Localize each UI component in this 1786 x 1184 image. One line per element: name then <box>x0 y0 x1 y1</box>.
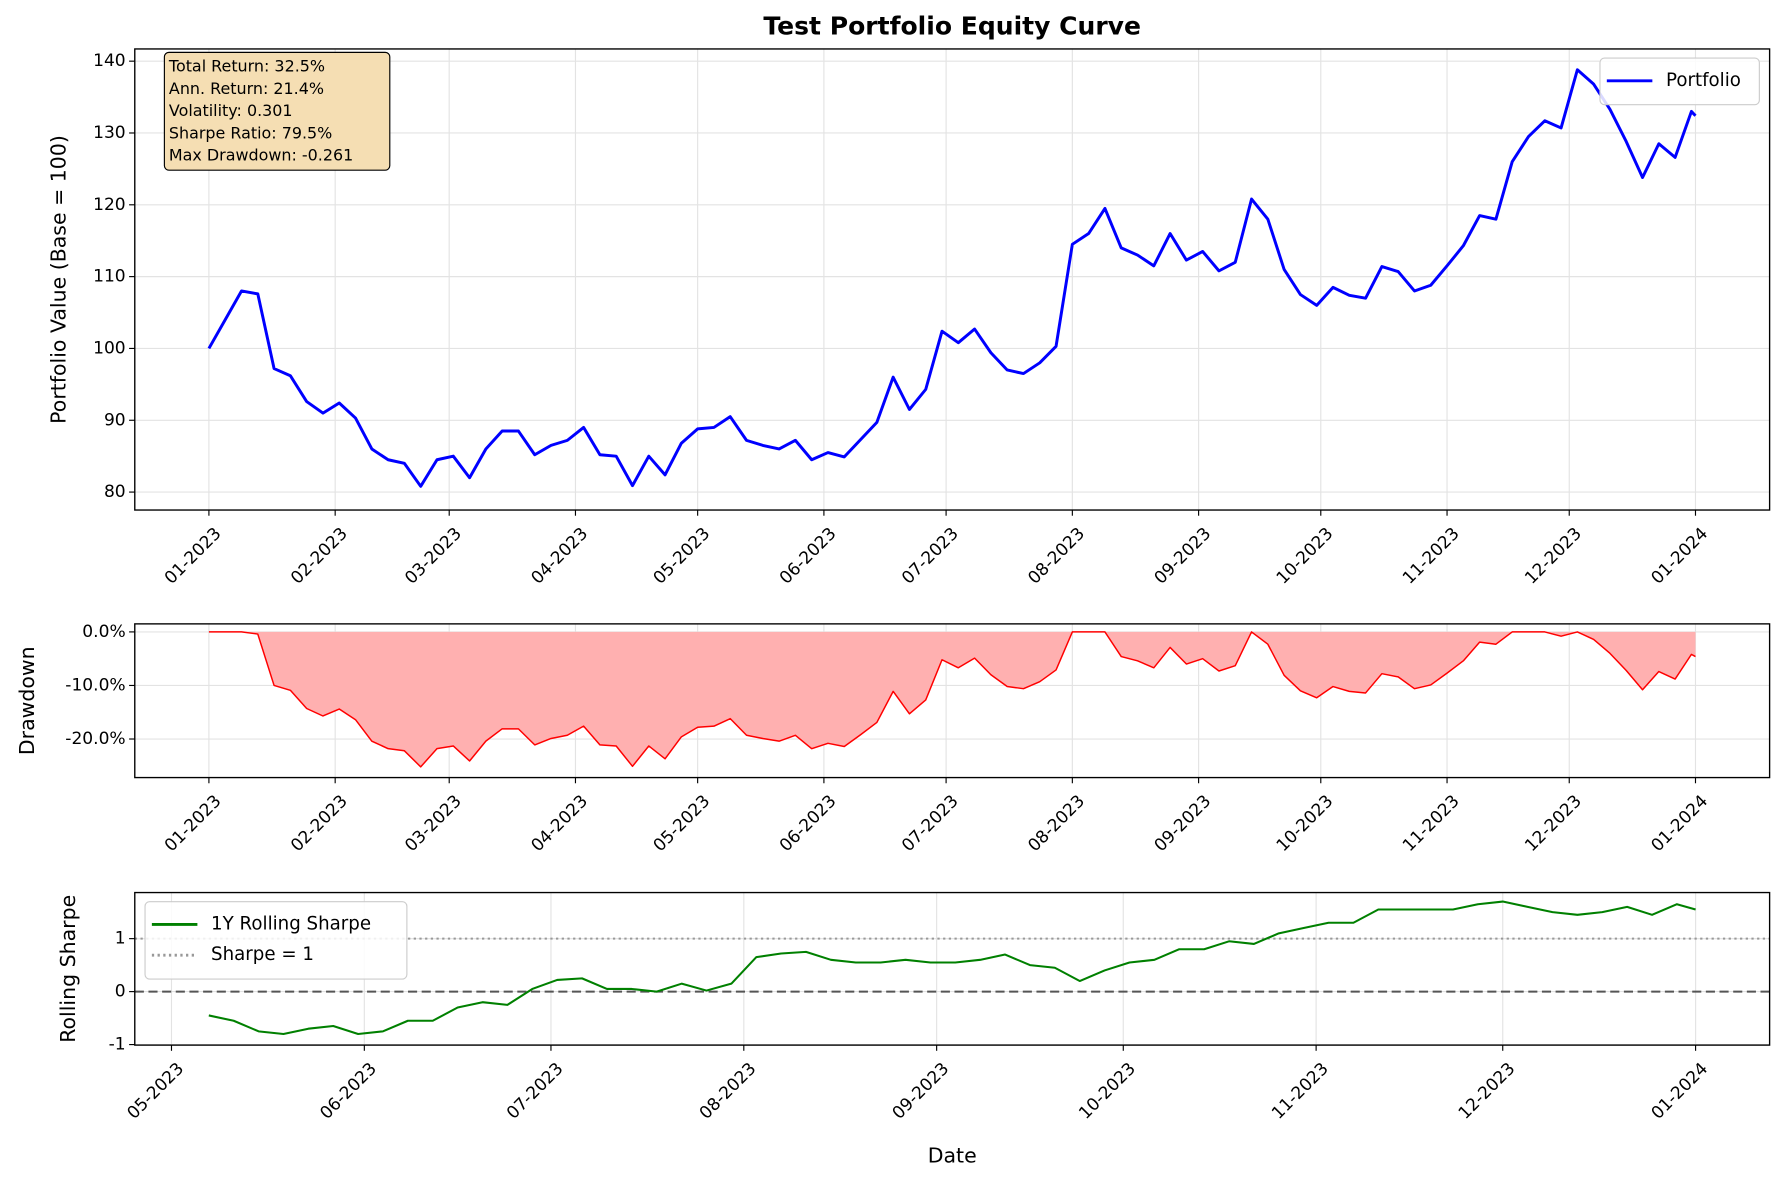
axes-frame <box>134 891 1771 1046</box>
y-tick-label: 140 <box>93 51 126 71</box>
y-axis-label: Portfolio Value (Base = 100) <box>47 135 71 424</box>
y-tick-label: 100 <box>93 338 126 358</box>
y-tick-label: 80 <box>104 482 126 502</box>
legend-box <box>144 901 408 980</box>
y-tick-label: 0 <box>115 982 126 1002</box>
y-tick-label: 110 <box>93 267 126 287</box>
y-tick-label: 120 <box>93 195 126 215</box>
plot-area <box>134 900 1770 1036</box>
y-tick-label: 90 <box>104 410 126 430</box>
y-tick-label: 130 <box>93 123 126 143</box>
plot-area <box>208 631 1696 768</box>
axes-frame <box>134 623 1771 779</box>
x-axis-label: Date <box>928 1144 977 1168</box>
legend-label: 1Y Rolling Sharpe <box>211 913 371 934</box>
series-line <box>208 900 1696 1036</box>
plot-area <box>207 68 1697 488</box>
annotation-box <box>163 51 391 171</box>
y-tick-label: 0.0% <box>82 622 125 642</box>
y-tick-label: -20.0% <box>65 729 125 749</box>
series-line <box>207 68 1697 488</box>
annotation-text: Total Return: 32.5% <box>168 57 325 76</box>
y-axis-label: Drawdown <box>15 646 39 755</box>
legend-label: Portfolio <box>1666 70 1741 91</box>
y-tick-label: 1 <box>115 929 126 949</box>
annotation-text: Max Drawdown: -0.261 <box>169 145 353 164</box>
legend-box <box>1599 57 1760 106</box>
y-axis-label: Rolling Sharpe <box>56 895 80 1043</box>
y-tick-label: -10.0% <box>65 675 125 695</box>
series-line <box>208 631 1696 768</box>
annotation-text: Sharpe Ratio: 79.5% <box>169 123 332 142</box>
area-fill <box>208 631 1696 767</box>
axes-frame <box>134 48 1771 511</box>
annotation-text: Ann. Return: 21.4% <box>169 79 324 98</box>
chart-title: Test Portfolio Equity Curve <box>763 11 1141 40</box>
y-tick-label: -1 <box>109 1035 126 1055</box>
annotation-text: Volatility: 0.301 <box>169 101 293 120</box>
legend-label: Sharpe = 1 <box>211 944 314 965</box>
